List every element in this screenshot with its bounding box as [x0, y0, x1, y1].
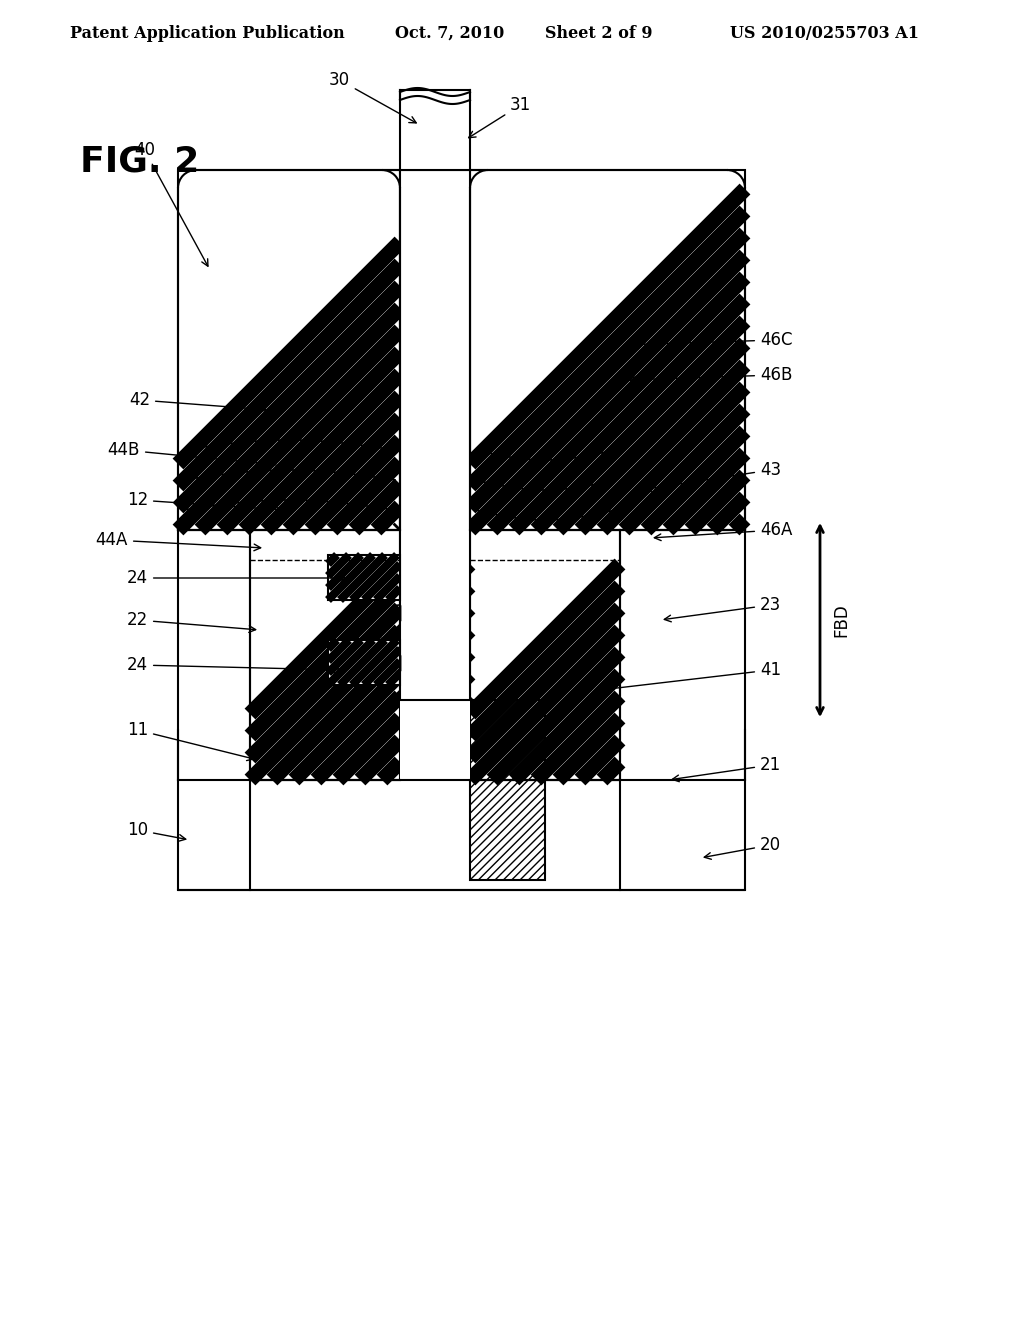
Bar [328, 640, 400, 685]
Text: 23: 23 [665, 597, 781, 622]
Bar [328, 554, 400, 601]
Text: 44A: 44A [95, 531, 261, 550]
Text: 40: 40 [134, 141, 208, 267]
Bar [400, 170, 470, 700]
Text: 46B: 46B [630, 366, 793, 384]
Text: 20: 20 [705, 836, 781, 859]
Text: Patent Application Publication: Patent Application Publication [70, 25, 345, 42]
Bar [250, 531, 400, 780]
Text: 41: 41 [604, 661, 781, 692]
Bar [470, 531, 620, 780]
Bar [470, 170, 745, 531]
Bar [470, 700, 545, 880]
Text: 42: 42 [129, 391, 265, 412]
Text: US 2010/0255703 A1: US 2010/0255703 A1 [730, 25, 919, 42]
Bar [470, 170, 745, 531]
Bar [178, 170, 400, 531]
Bar [400, 170, 470, 700]
Bar [400, 531, 470, 780]
Text: 43: 43 [644, 461, 781, 491]
Text: 24: 24 [127, 569, 346, 587]
Bar [328, 640, 400, 685]
Bar [400, 90, 470, 170]
Text: FIG. 2: FIG. 2 [80, 145, 200, 180]
Bar [178, 170, 400, 531]
Bar [252, 532, 398, 777]
Text: Oct. 7, 2010: Oct. 7, 2010 [395, 25, 504, 42]
Text: 24: 24 [127, 656, 341, 675]
Text: 12: 12 [127, 491, 281, 512]
Text: 10: 10 [127, 821, 185, 841]
Text: 31: 31 [469, 96, 531, 137]
Text: 22: 22 [127, 611, 256, 632]
Text: 44B: 44B [108, 441, 275, 467]
Text: 11: 11 [127, 721, 254, 760]
Bar [250, 531, 400, 780]
Text: 46A: 46A [654, 521, 793, 541]
Text: 21: 21 [673, 756, 781, 781]
Text: FBD: FBD [831, 603, 850, 636]
Text: 30: 30 [329, 71, 416, 123]
Text: 46C: 46C [625, 331, 793, 348]
Bar [470, 531, 620, 780]
Bar [328, 554, 400, 601]
Text: Sheet 2 of 9: Sheet 2 of 9 [545, 25, 652, 42]
